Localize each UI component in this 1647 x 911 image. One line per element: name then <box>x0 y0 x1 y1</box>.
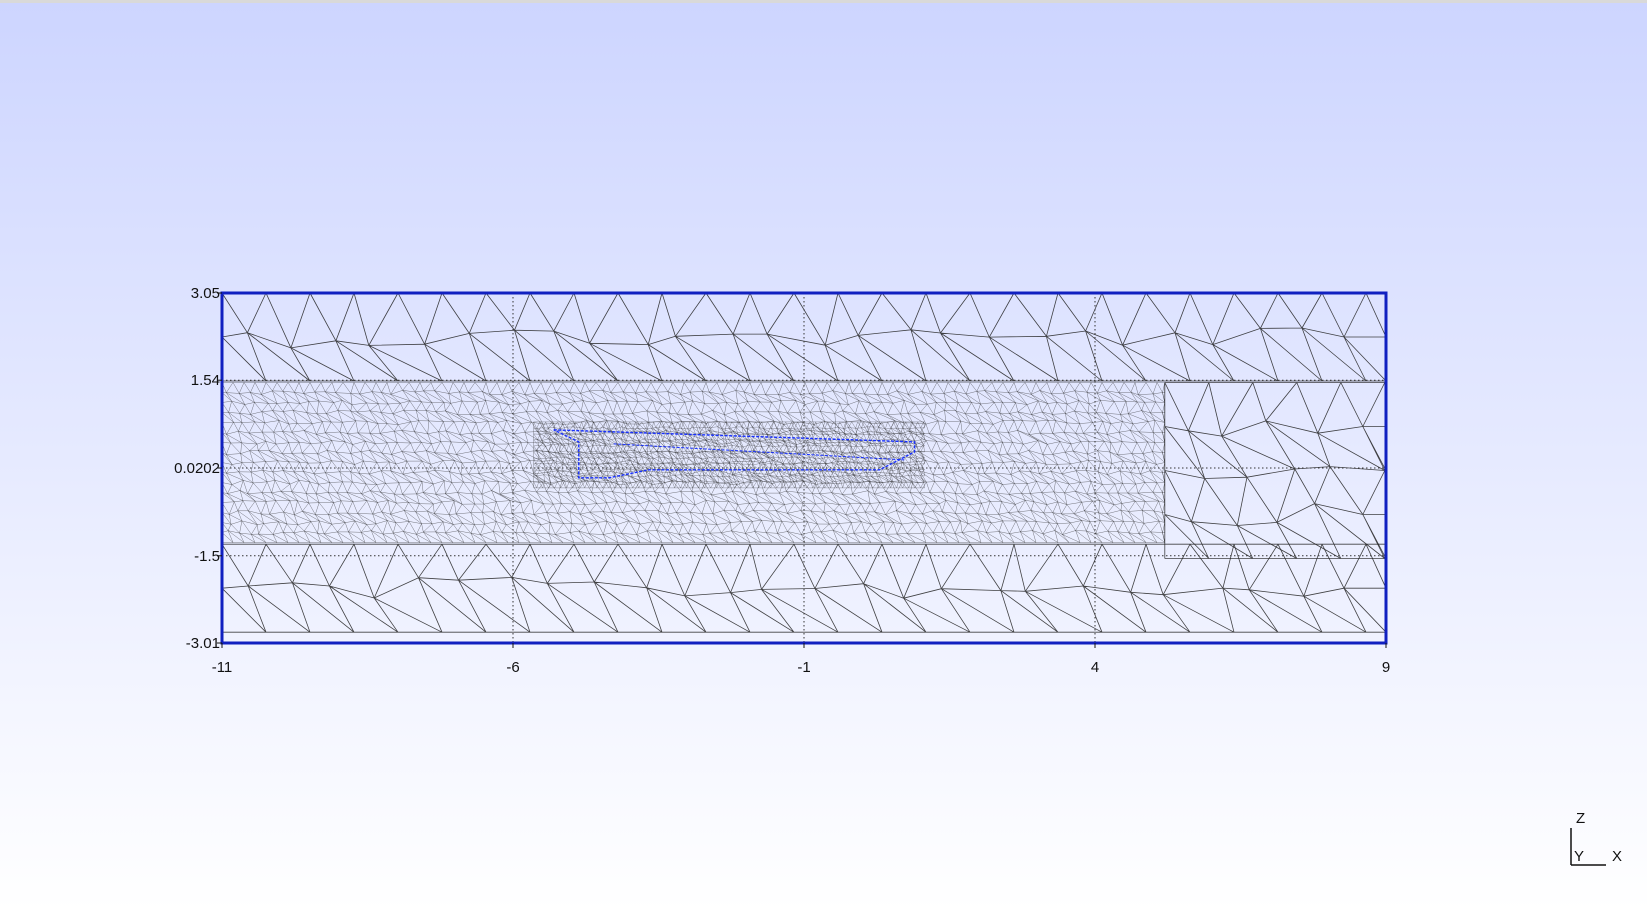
z-tick-label: 0.0202 <box>174 460 220 477</box>
z-tick-label: -3.01 <box>186 635 220 652</box>
triad-y-label: Y <box>1574 848 1584 865</box>
x-axis-ticks: -11 -6 -1 4 9 <box>212 643 1390 676</box>
x-tick-label: -11 <box>212 659 233 676</box>
viewport-background <box>0 3 1647 911</box>
orientation-triad: Z Y X <box>1570 810 1622 866</box>
mesh-scene[interactable]: -11 -6 -1 4 9 3.05 1.54 0.0202 -1.5 -3.01 Z Y X <box>0 3 1647 911</box>
z-axis-ticks: 3.05 1.54 0.0202 -1.5 -3.01 <box>174 285 222 652</box>
z-tick-label: -1.5 <box>194 548 220 565</box>
inner-body-outline <box>553 429 916 479</box>
triangle-mesh <box>221 292 1387 633</box>
x-tick-label: 9 <box>1382 659 1390 676</box>
triad-z-label: Z <box>1576 810 1585 827</box>
z-tick-label: 1.54 <box>191 372 220 389</box>
x-tick-label: -1 <box>797 659 810 676</box>
z-tick-label: 3.05 <box>191 285 220 302</box>
triad-x-label: X <box>1612 848 1622 865</box>
x-tick-label: 4 <box>1091 659 1099 676</box>
x-tick-label: -6 <box>506 659 519 676</box>
